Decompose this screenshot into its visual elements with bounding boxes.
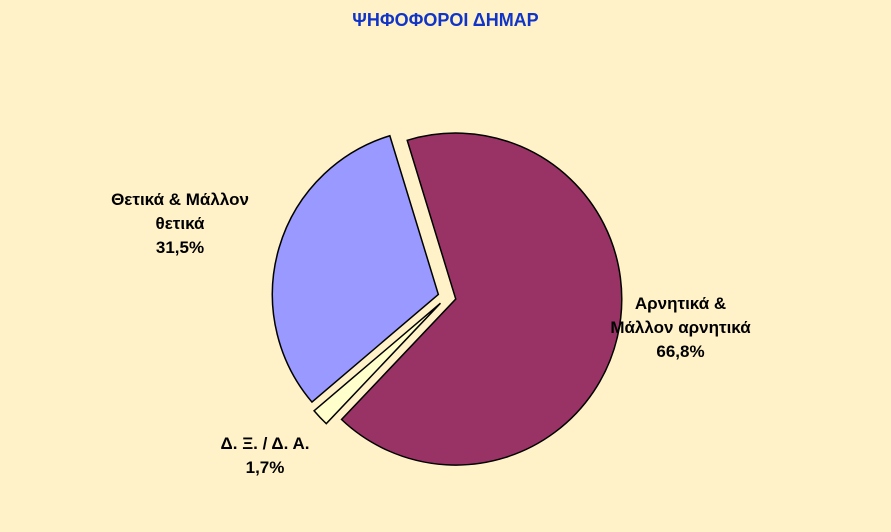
category-label: Δ. Ξ. / Δ. Α. [220,434,310,453]
slice-label: Δ. Ξ. / Δ. Α. 1,7% [190,432,340,480]
slice-label: Αρνητικά & Μάλλον αρνητικά 66,8% [608,292,753,364]
value-label: 66,8% [656,342,705,361]
slice-label: Θετικά & Μάλλον θετικά 31,5% [105,188,255,260]
pie-slice [271,134,440,404]
category-label: Αρνητικά & Μάλλον αρνητικά [610,294,751,337]
value-label: 1,7% [245,458,285,477]
value-label: 31,5% [155,238,205,257]
category-label: Θετικά & Μάλλον θετικά [111,190,249,233]
chart-title: ΨΗΦΟΦΟΡΟΙ ΔΗΜΑΡ [352,10,539,30]
pie-slice [312,302,442,425]
pie-slice [340,132,623,466]
